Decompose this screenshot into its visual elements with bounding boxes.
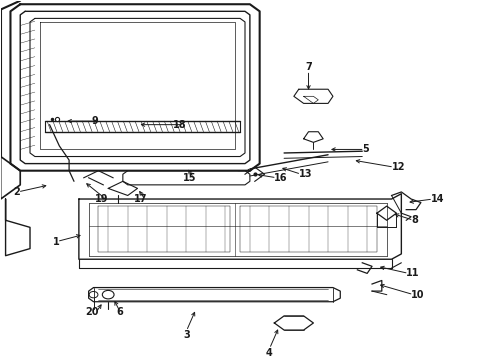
Text: 4: 4: [266, 348, 273, 358]
Text: 2: 2: [14, 187, 20, 197]
Text: 10: 10: [411, 290, 425, 300]
Text: 1: 1: [52, 237, 59, 247]
Text: 9: 9: [92, 116, 98, 126]
Text: 20: 20: [85, 307, 98, 318]
Text: 13: 13: [299, 169, 312, 179]
Text: 7: 7: [305, 62, 312, 72]
Text: 18: 18: [173, 120, 186, 130]
Text: 14: 14: [431, 194, 444, 204]
Text: 8: 8: [411, 215, 418, 225]
Text: 6: 6: [116, 307, 123, 318]
Text: 15: 15: [183, 173, 196, 183]
Text: 17: 17: [134, 194, 147, 204]
Text: 5: 5: [362, 144, 369, 154]
Text: 11: 11: [406, 269, 420, 278]
Text: 19: 19: [95, 194, 108, 204]
Text: 12: 12: [392, 162, 405, 172]
Text: 16: 16: [274, 173, 288, 183]
Text: 3: 3: [183, 330, 190, 340]
